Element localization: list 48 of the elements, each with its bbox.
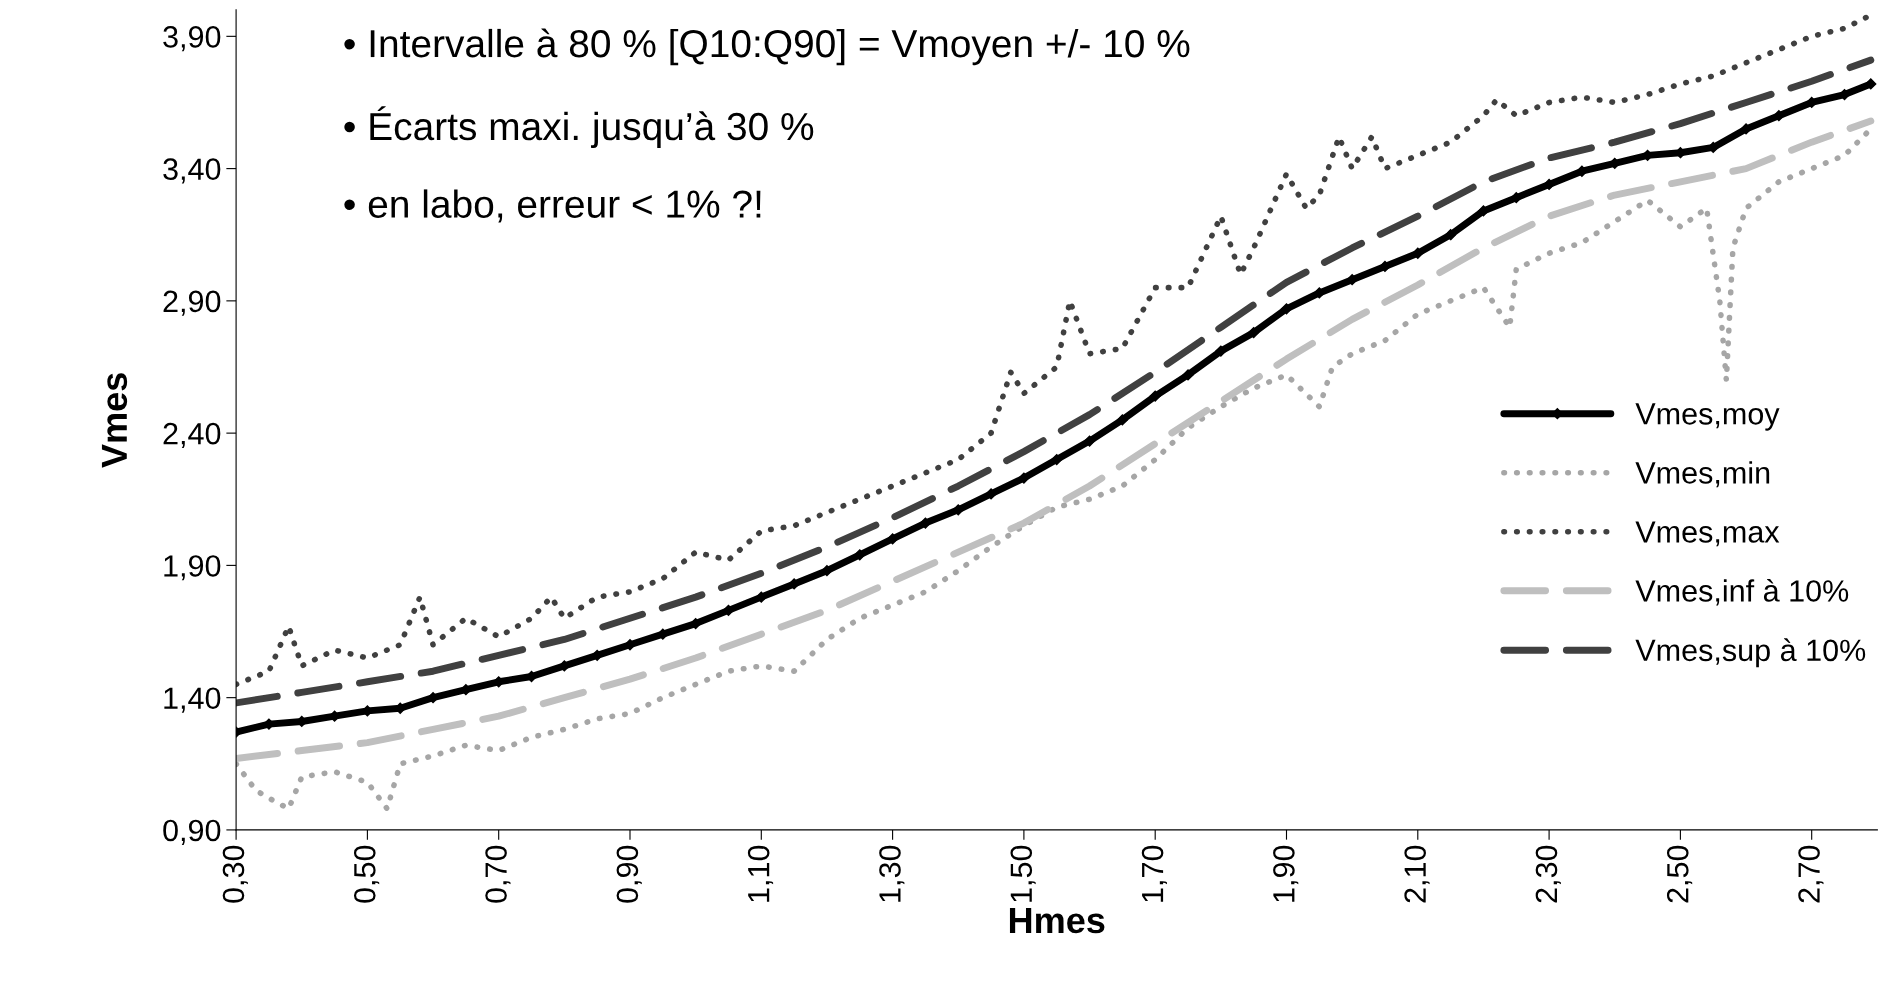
legend-label: Vmes,sup à 10% (1635, 638, 1866, 668)
point (1773, 110, 1785, 122)
y-tick-label: 3,90 (163, 26, 221, 52)
y-axis-title: Vmes (101, 373, 128, 468)
point (886, 533, 899, 545)
y-tick-label: 1,40 (164, 687, 221, 713)
point (1248, 327, 1260, 339)
point (1445, 229, 1457, 241)
point (1083, 435, 1096, 447)
legend-label: Vmes,inf à 10% (1635, 578, 1849, 606)
x-tick-label: 1,30 (879, 845, 905, 902)
x-tick-label: 2,50 (1666, 845, 1693, 903)
y-tick-label: 3,40 (163, 158, 221, 184)
x-tick-label: 0,70 (485, 845, 511, 903)
point (1051, 453, 1063, 466)
y-tick-label: 0,90 (163, 819, 221, 845)
point (1740, 123, 1752, 135)
x-tick-label: 0,50 (353, 845, 380, 903)
point (1116, 414, 1128, 426)
point (1018, 472, 1030, 484)
x-tick-label: 0,30 (222, 845, 248, 903)
annotation: • Intervalle à 80 % [Q10:Q90] = Vmoyen +/- 10 % (344, 28, 1190, 66)
y-tick-label: 1,90 (164, 555, 221, 581)
x-tick-label: 2,10 (1404, 845, 1430, 903)
point (1412, 247, 1424, 259)
point (985, 488, 997, 500)
point (1379, 260, 1391, 273)
point (854, 549, 866, 561)
x-tick-label: 1,90 (1273, 845, 1299, 902)
legend-label: Vmes,max (1635, 521, 1780, 547)
x-tick-label: 0,90 (616, 845, 642, 903)
point (788, 578, 800, 590)
point (1149, 390, 1161, 402)
x-tick-label: 2,30 (1535, 845, 1561, 903)
legend-label: Vmes,min (1635, 461, 1770, 488)
point (1215, 345, 1227, 357)
point (1543, 178, 1555, 191)
x-tick-label: 2,70 (1798, 845, 1824, 903)
x-tick-label: 1,10 (747, 845, 774, 902)
annotation: • en labo, erreur < 1% ?! (344, 189, 761, 223)
y-tick-label: 2,40 (163, 422, 221, 449)
y-tick-label: 2,90 (163, 290, 221, 316)
point (755, 591, 767, 603)
x-tick-label: 1,70 (1141, 845, 1168, 902)
x-axis-title: Hmes (1009, 908, 1105, 934)
x-tick-label: 1,50 (1010, 845, 1036, 902)
legend-label: Vmes,moy (1635, 403, 1780, 431)
annotation: • Écarts maxi. jusqu’à 30 % (344, 106, 814, 149)
